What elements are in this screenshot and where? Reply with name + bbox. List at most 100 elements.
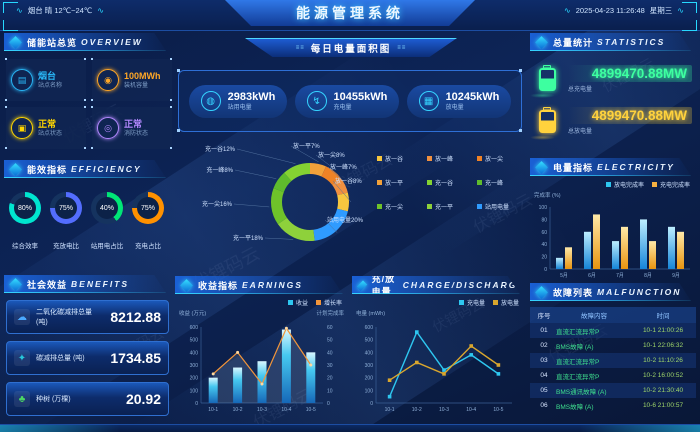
- corner-bracket: [3, 20, 18, 31]
- benefit-row: ♣ 种树 (万棵) 20.92: [6, 382, 169, 416]
- gauge-value: 75%: [137, 197, 159, 219]
- legend-label: 充一谷: [435, 181, 454, 187]
- chart-legend: 放电完成率 充电完成率: [530, 176, 696, 189]
- svg-text:10-1: 10-1: [385, 407, 395, 413]
- svg-text:6月: 6月: [588, 273, 596, 279]
- tree-icon: ♣: [14, 391, 30, 407]
- battery-shape: [538, 64, 556, 91]
- svg-text:20: 20: [327, 376, 333, 382]
- statistic-value: 4899470.88MW: [568, 107, 692, 124]
- corner-bracket: [682, 20, 697, 31]
- battery-shape: [538, 106, 556, 133]
- legend-label: 收益: [295, 301, 308, 307]
- svg-text:10-2: 10-2: [233, 407, 243, 413]
- chip-value: 10245kWh: [445, 90, 500, 103]
- svg-text:充一谷12%: 充一谷12%: [205, 145, 236, 153]
- cd-line: [388, 330, 499, 397]
- corner-bracket: [3, 2, 18, 13]
- legend-item: 充一谷: [427, 178, 473, 187]
- benefit-value: 8212.88: [110, 309, 161, 325]
- svg-text:10-1: 10-1: [208, 407, 218, 413]
- earnings-bar: [306, 352, 316, 403]
- fault-index: 05: [540, 387, 548, 394]
- gauge-value: 40%: [96, 197, 118, 219]
- statistic-label: 总放电量: [568, 129, 593, 135]
- daily-stat-chips: ◍ 2983kWh 站用电量 ↯ 10455kWh 充电量 ▦ 10245kWh 放电量: [177, 69, 522, 132]
- overview-card-label: 消防状态: [124, 130, 149, 137]
- benefit-label: 碳减排总量 (吨): [36, 355, 85, 362]
- overview-card-value: 烟台: [38, 70, 57, 81]
- table-row: 06 BMS故障 (A) 10-6 21:00:57: [530, 398, 696, 413]
- legend-item: 放一尖: [477, 154, 523, 163]
- legend-item: 收益: [287, 298, 308, 307]
- legend-swatch: [477, 204, 482, 209]
- earnings-chart: 收益 增长率 收益 (万元) 计划完成率 0 100 200 300 400 500 600 0 10 2…: [175, 294, 348, 426]
- fault-index: 02: [540, 342, 548, 349]
- svg-text:300: 300: [190, 363, 199, 369]
- benefit-rows: ☁ 二氧化碳减排总量 (吨) 8212.88 ✦ 碳减排总量 (吨) 1734.85 ♣ 种树…: [4, 300, 171, 416]
- fault-index: 01: [540, 327, 548, 334]
- chip-text: 10455kWh 充电量: [334, 91, 388, 112]
- legend-item: 充一平: [427, 202, 473, 211]
- gauge-value: 75%: [55, 197, 77, 219]
- table-row: 02 BMS故障 (A) 10-1 22:06:32: [530, 338, 696, 353]
- svg-text:30: 30: [327, 363, 333, 369]
- panel-earnings: 收益指标 EARNINGS 收益 增长率 收益 (万元) 计划完成率 0 100 200 30…: [175, 276, 348, 426]
- fault-index: 06: [540, 402, 548, 409]
- overview-card-label: 站点名称: [38, 82, 63, 89]
- battery-glow: [530, 92, 555, 98]
- benefit-label: 二氧化碳减排总量 (吨): [36, 309, 92, 326]
- charge-discharge-chart: 充电量 放电量 电量 (mWh) 0 100 200 300 400 500 600 10-1 10-…: [352, 294, 525, 426]
- legend-label: 充电完成率: [659, 183, 690, 189]
- svg-text:放一平7%: 放一平7%: [293, 142, 320, 150]
- charge-bar: [677, 231, 684, 269]
- column-header: 序号: [537, 313, 551, 320]
- bottom-decor-bar: [0, 424, 700, 432]
- legend-item: 放一峰: [427, 154, 473, 163]
- chip-text: 10245kWh 放电量: [446, 91, 500, 112]
- panel-title-cn: 电量指标: [553, 162, 594, 173]
- overview-card: ◉ 100MWh 装机容量: [91, 58, 172, 101]
- legend-swatch: [651, 182, 657, 187]
- diamond-icon: [9, 35, 22, 49]
- legend-swatch: [477, 156, 482, 161]
- chart-legend: 收益 增长率: [175, 294, 348, 307]
- svg-text:100: 100: [365, 388, 374, 394]
- legend-label: 充一峰: [485, 181, 504, 187]
- svg-text:9月: 9月: [672, 273, 680, 279]
- statistic-label: 总充电量: [568, 87, 593, 93]
- overview-card-value: 正常: [124, 118, 143, 129]
- svg-text:200: 200: [365, 376, 374, 382]
- legend-label: 充电量: [466, 301, 485, 307]
- benefit-value: 1734.85: [110, 350, 161, 366]
- svg-text:300: 300: [365, 363, 374, 369]
- column-header: 故障内容: [581, 313, 607, 320]
- overview-card-text: 烟台 站点名称: [38, 71, 62, 90]
- svg-text:500: 500: [365, 338, 374, 344]
- panel-electricity: 电量指标 ELECTRICITY 放电完成率 充电完成率 完成率 (%) 0 20 40 6…: [530, 158, 696, 280]
- legend-label: 放一尖: [485, 157, 504, 163]
- diamond-icon: [9, 277, 22, 291]
- donut-segment: [310, 163, 327, 177]
- axis-titles: 完成率 (%): [530, 189, 696, 199]
- svg-text:10-5: 10-5: [306, 407, 316, 413]
- daily-banner: ≡≡ 每日电量面积图 ≡≡: [245, 38, 457, 57]
- donut-segment: [277, 217, 315, 241]
- legend-swatch: [315, 300, 321, 305]
- overview-card: ▣ 正常 站点状态: [5, 106, 86, 149]
- chip-value: 10455kWh: [333, 90, 388, 103]
- site-icon: ▤: [11, 69, 33, 91]
- overview-cards: ▤ 烟台 站点名称 ◉ 100MWh 装机容量 ▣ 正常 站点状态 ◎ 正常 消防状态: [4, 51, 172, 149]
- gauge-value: 80%: [14, 197, 36, 219]
- donut-segment: [332, 177, 348, 196]
- legend-label: 增长率: [323, 301, 342, 307]
- malfunction-table: 序号 故障内容 时间 01 直流汇流异常P 10-1 21:00:26 02 BMS故障…: [530, 307, 696, 413]
- svg-text:50: 50: [327, 338, 333, 344]
- svg-text:80: 80: [541, 217, 547, 223]
- bulb-icon: ◍: [200, 91, 221, 111]
- svg-text:10-3: 10-3: [257, 407, 267, 413]
- fault-time: 10-2 16:00:52: [642, 372, 684, 379]
- svg-text:5月: 5月: [560, 273, 568, 279]
- panel-title-en: EFFICIENCY: [71, 164, 142, 174]
